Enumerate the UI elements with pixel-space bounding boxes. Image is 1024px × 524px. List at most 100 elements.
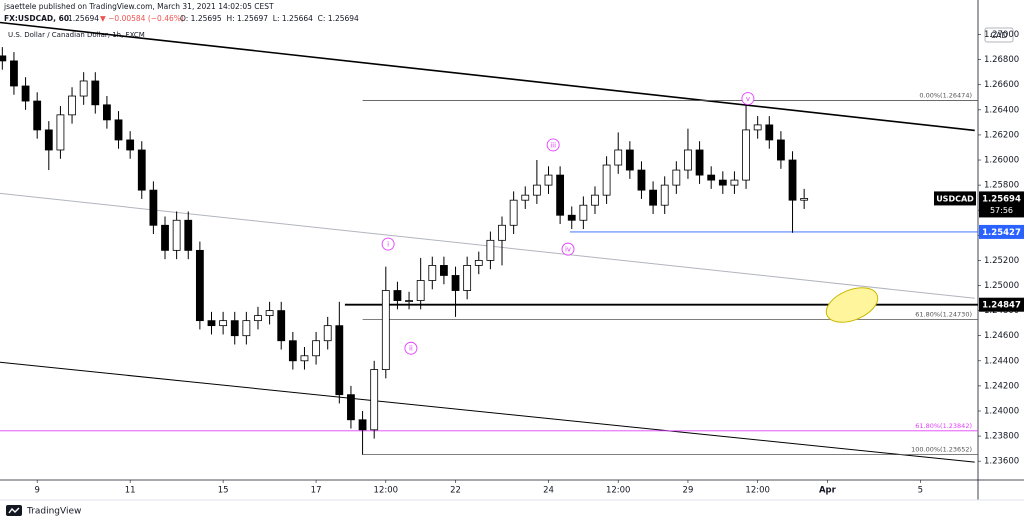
wave-circle <box>741 92 755 105</box>
candle-body <box>242 320 251 337</box>
candle-body <box>91 80 100 106</box>
candle-body <box>68 95 76 116</box>
candle-body <box>695 149 704 176</box>
wave-label: iii <box>550 141 556 149</box>
candle-body <box>521 194 530 201</box>
candle-body <box>44 129 53 151</box>
wave-label: v <box>746 95 750 103</box>
publish-line: jsaettele published on TradingView.com, … <box>3 2 274 11</box>
candle-body <box>800 198 809 201</box>
target-ellipse <box>825 287 879 323</box>
candle-body <box>21 85 30 102</box>
candle-body <box>718 179 727 186</box>
candle-body <box>463 265 472 291</box>
candle-body <box>370 369 379 431</box>
x-tick-label: Apr <box>819 486 837 496</box>
candle-body <box>195 249 204 322</box>
candle-body <box>56 114 65 151</box>
wave-circle <box>404 341 418 355</box>
candle-body <box>591 194 599 206</box>
y-tick-label: 1.25800 <box>984 181 1019 191</box>
candle-body <box>335 325 344 396</box>
candle-body <box>184 219 193 251</box>
candle-body <box>33 100 42 131</box>
candle-body <box>265 310 274 317</box>
candle-body <box>602 164 611 196</box>
x-tick-label: 15 <box>218 486 229 496</box>
candle-body <box>172 219 181 251</box>
candle-body <box>103 104 111 121</box>
y-tick-label: 1.26000 <box>984 156 1019 166</box>
candle-body <box>79 80 88 97</box>
candle-body <box>649 189 657 206</box>
y-tick-label: 1.24400 <box>984 356 1019 366</box>
wave-circle <box>381 237 395 251</box>
candle-body <box>730 179 739 186</box>
candle-body <box>300 355 309 362</box>
y-tick-label: 1.26400 <box>984 105 1019 115</box>
y-tick-label: 1.23600 <box>984 457 1019 467</box>
candle-body <box>660 184 669 206</box>
candle-body <box>230 320 239 337</box>
x-tick-label: 17 <box>311 486 322 496</box>
candle-body <box>277 310 286 342</box>
price-label-box <box>979 224 1024 239</box>
price-label: 1.25427 <box>982 228 1021 238</box>
y-tick-label: 1.23800 <box>984 432 1019 442</box>
candle-body <box>393 290 402 301</box>
x-tick-label: 5 <box>918 486 923 496</box>
candle-body <box>579 204 588 221</box>
wave-circle <box>561 242 575 256</box>
ohlc: O: 1.25695 H: 1.25697 L: 1.25664 C: 1.25… <box>180 14 359 23</box>
level-label: 100.00%(1.23652) <box>911 446 972 454</box>
wave-label: iv <box>565 246 571 254</box>
x-tick-label: 24 <box>543 486 554 496</box>
level-label: 0.00%(1.26474) <box>919 92 972 100</box>
candle-body <box>509 199 518 226</box>
currency-box[interactable] <box>984 27 1014 43</box>
candle-body <box>428 265 437 281</box>
y-tick-label: 1.25200 <box>984 256 1019 266</box>
candle-body <box>0 55 7 62</box>
last-price-label: 1.25694 <box>982 194 1021 204</box>
price-label-box <box>979 297 1024 312</box>
candle-body <box>288 340 297 362</box>
candle-body <box>788 159 797 201</box>
candle-body <box>777 139 785 161</box>
last-value: 1.25694 <box>68 14 99 23</box>
candle-body <box>323 325 332 342</box>
plot-area <box>0 21 978 463</box>
candle-body <box>312 340 320 357</box>
wave-circle <box>546 138 560 152</box>
candle-body <box>347 394 355 421</box>
x-tick-label: 29 <box>683 486 694 496</box>
y-tick-label: 1.26200 <box>984 130 1019 140</box>
y-tick-label: 1.26600 <box>984 80 1019 90</box>
symbol-box <box>934 191 976 206</box>
countdown: 57:56 <box>990 206 1013 215</box>
candle-body <box>567 214 576 221</box>
candle-body <box>381 290 390 370</box>
x-tick-label: 12:00 <box>374 486 399 496</box>
legend-title: U.S. Dollar / Canadian Dollar, 1h, FXCM <box>8 31 145 39</box>
candle-body <box>625 149 634 171</box>
candle-body <box>440 265 448 276</box>
x-tick-label: 9 <box>34 486 39 496</box>
candle-body <box>544 174 553 186</box>
candle-body <box>672 169 681 186</box>
price-label: 1.24847 <box>982 301 1021 311</box>
trendline <box>0 21 975 132</box>
candle-body <box>532 184 541 196</box>
candle-body <box>114 119 123 141</box>
candle-body <box>474 260 483 266</box>
currency: CAD <box>990 31 1007 40</box>
candle-body <box>161 224 169 251</box>
candle-body <box>637 169 646 191</box>
candle-body <box>451 275 460 291</box>
candle-body <box>219 320 228 327</box>
candle-body <box>614 149 623 166</box>
y-tick-label: 1.24000 <box>984 406 1019 416</box>
y-tick-label: 1.27000 <box>984 30 1019 40</box>
